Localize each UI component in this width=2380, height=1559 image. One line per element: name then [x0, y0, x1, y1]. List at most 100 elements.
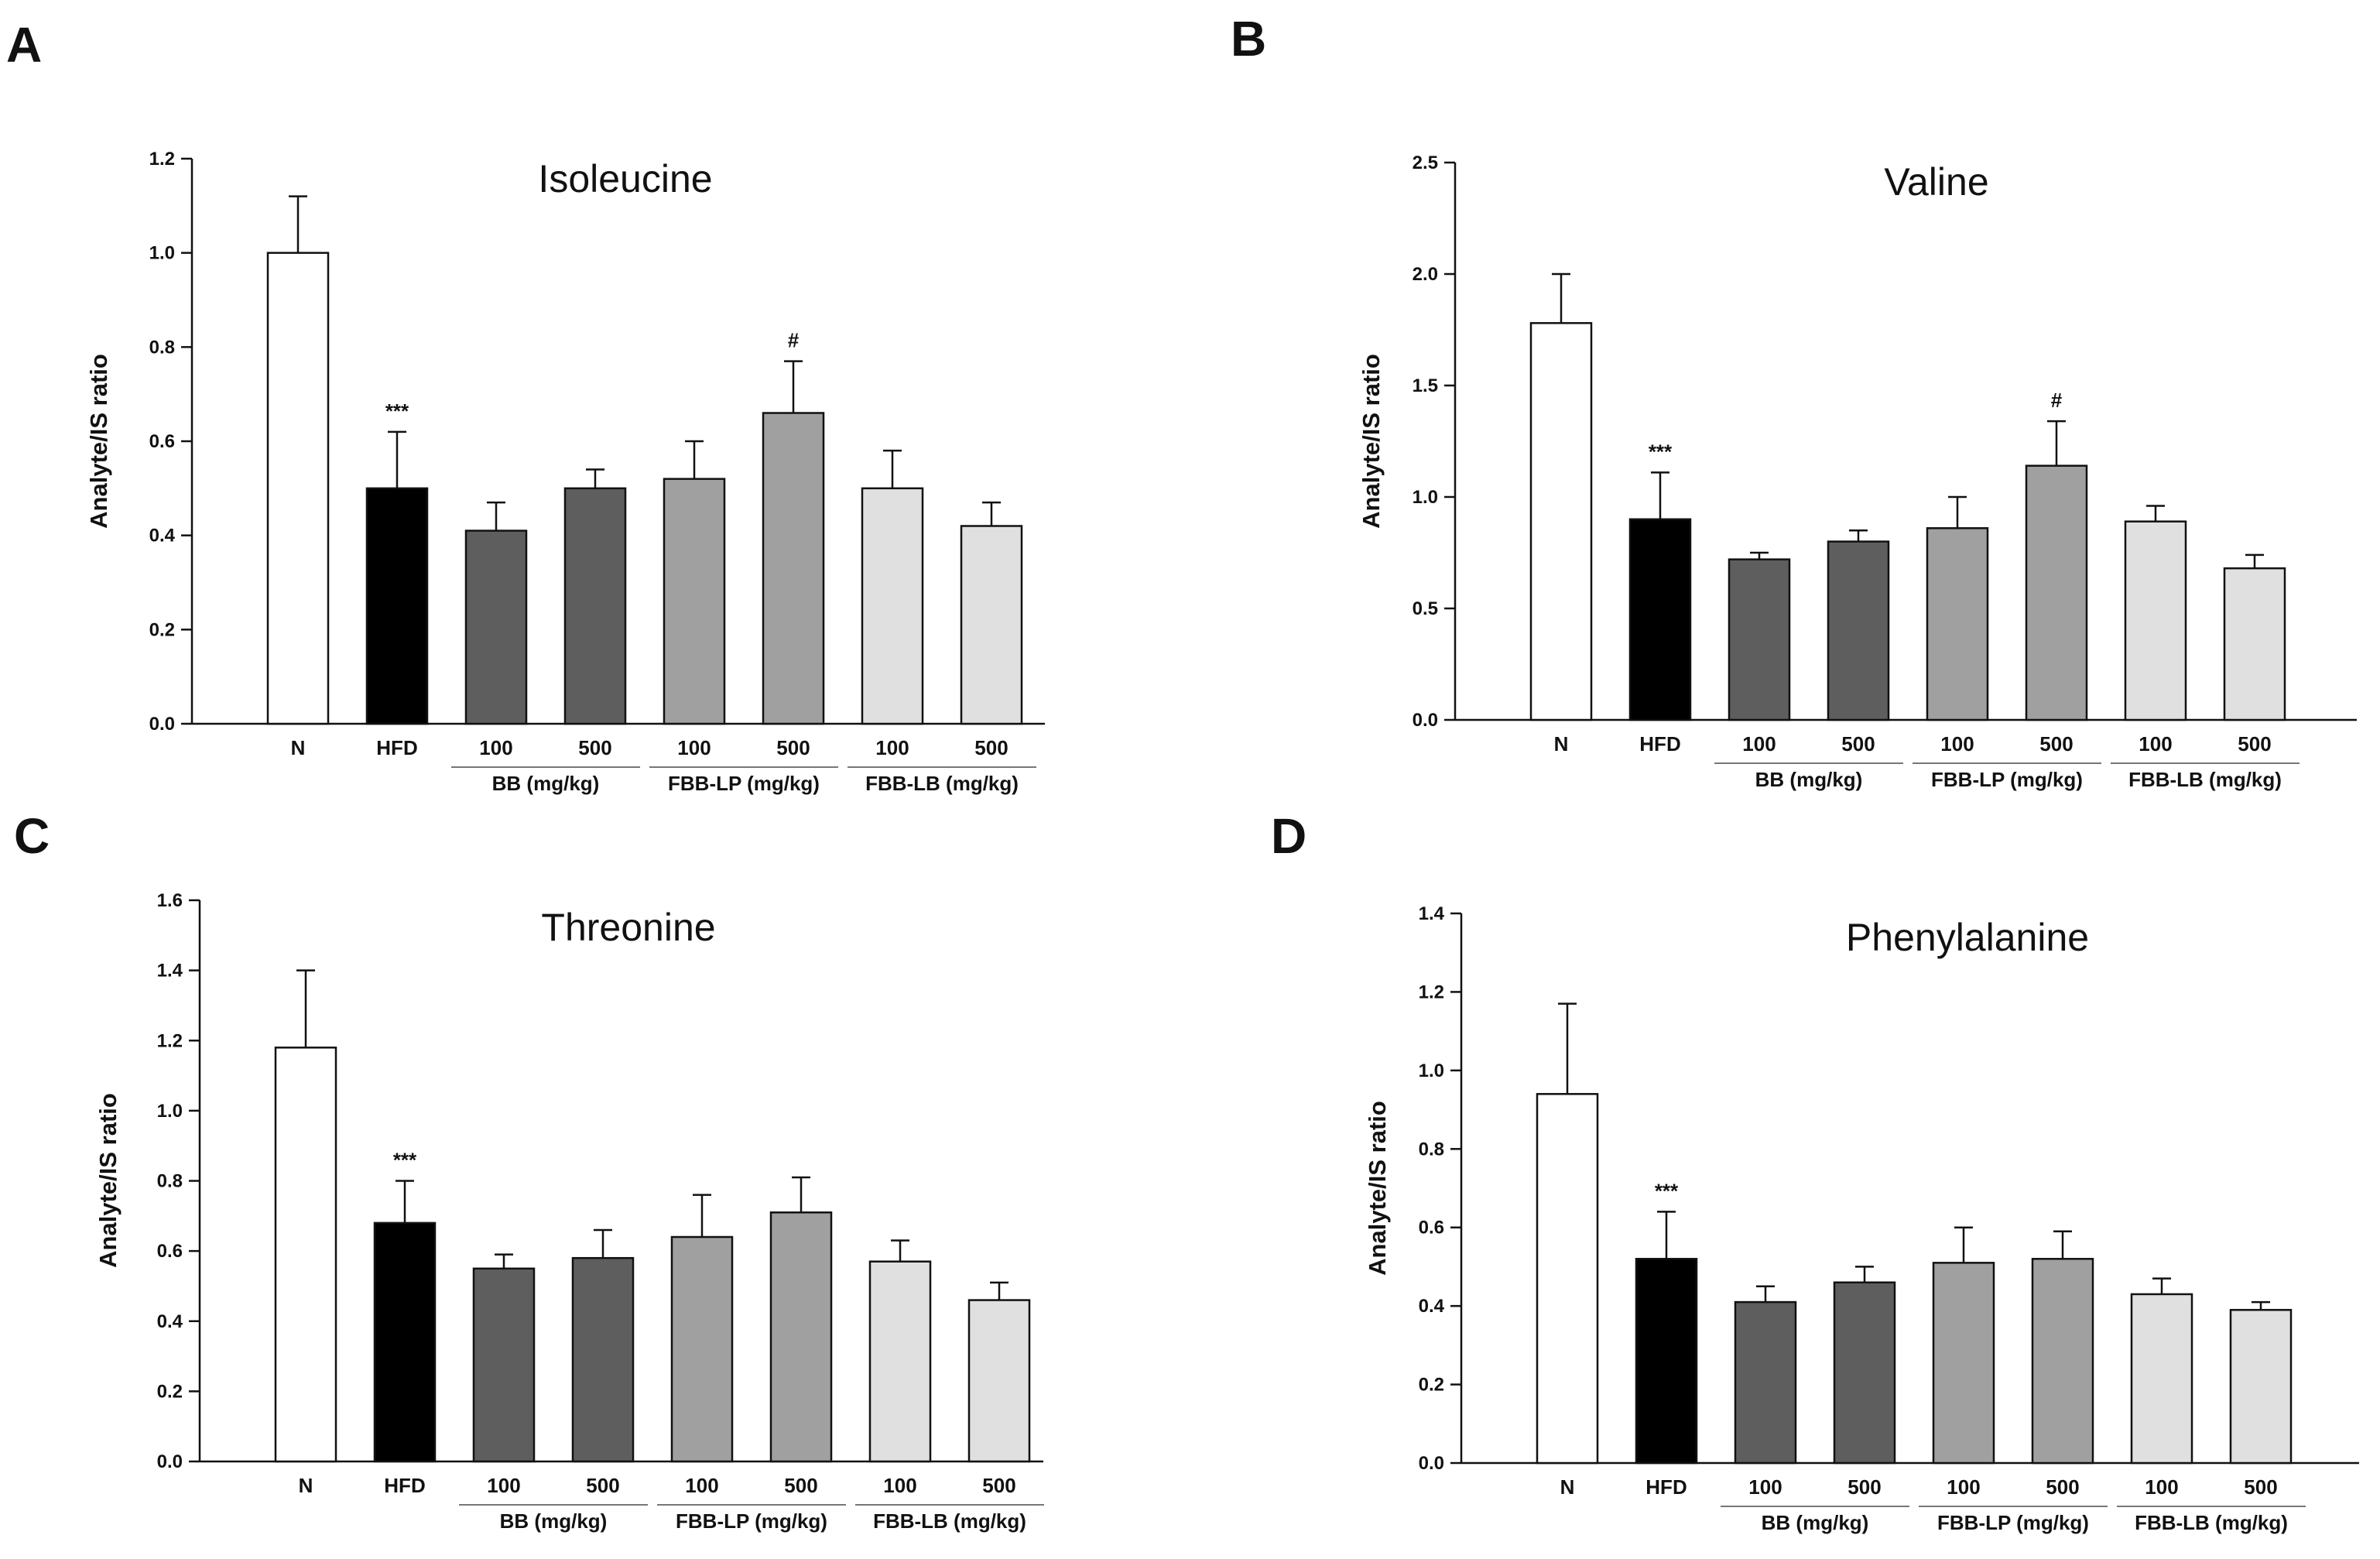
x-tick-label: 500	[2244, 1475, 2277, 1499]
chart-title: Valine	[1884, 160, 1988, 204]
chart-title: Phenylalanine	[1846, 916, 2089, 959]
y-tick-label: 0.4	[149, 526, 176, 547]
bar	[2031, 1258, 2094, 1465]
x-tick-label: N	[1560, 1475, 1575, 1499]
y-axis-label: Analyte/IS ratio	[1358, 354, 1385, 529]
bar	[1827, 540, 1890, 721]
bar	[365, 487, 429, 725]
x-tick-label: 100	[1748, 1475, 1782, 1499]
y-tick-label: 2.0	[1413, 264, 1438, 285]
group-label: FBB-LB (mg/kg)	[873, 1509, 1026, 1533]
group-label: FBB-LB (mg/kg)	[2128, 768, 2282, 791]
panel-letter: B	[1231, 11, 1266, 67]
y-tick-label: 1.2	[1419, 982, 1444, 1002]
bar	[967, 1299, 1031, 1463]
y-tick-label: 0.0	[1413, 710, 1438, 731]
bar	[2025, 464, 2088, 721]
significance-label: ***	[393, 1149, 417, 1172]
y-tick-label: 0.4	[1419, 1296, 1445, 1317]
y-tick-label: 1.0	[1419, 1060, 1444, 1081]
x-tick-label: 500	[776, 736, 810, 759]
x-tick-label: HFD	[1645, 1475, 1687, 1499]
chart-panel-a: A Isoleucine Analyte/IS ratio 0.0 0.2 0.4 0.6 0…	[6, 17, 1045, 795]
y-tick-label: 0.0	[157, 1451, 183, 1472]
bar	[571, 1256, 635, 1463]
x-tick-label: 500	[578, 736, 611, 759]
x-tick-label: 500	[982, 1474, 1015, 1497]
y-tick-label: 1.0	[1413, 487, 1438, 508]
bar	[868, 1260, 932, 1463]
x-tick-label: 500	[2039, 732, 2073, 756]
y-tick-label: 0.5	[1413, 598, 1438, 619]
y-tick-label: 0.4	[157, 1311, 183, 1332]
panel-letter: A	[6, 17, 42, 73]
x-tick-label: HFD	[376, 736, 417, 759]
bar	[1728, 558, 1791, 721]
x-tick-label: 100	[875, 736, 909, 759]
y-tick-label: 0.2	[1419, 1375, 1444, 1396]
bar	[266, 252, 330, 725]
bar	[2130, 1293, 2193, 1465]
x-tick-label: 100	[487, 1474, 520, 1497]
x-tick-label: 500	[784, 1474, 817, 1497]
y-axis-label: Analyte/IS ratio	[94, 1093, 122, 1268]
bar	[2223, 567, 2286, 721]
bar	[464, 529, 528, 725]
y-tick-label: 0.2	[157, 1381, 183, 1402]
y-tick-label: 1.4	[157, 961, 183, 982]
y-tick-label: 0.6	[1419, 1218, 1444, 1239]
group-label: FBB-LP (mg/kg)	[668, 772, 820, 795]
significance-label: ***	[385, 399, 409, 423]
bar	[373, 1222, 437, 1463]
chart-title: Isoleucine	[538, 157, 712, 200]
x-tick-label: 500	[586, 1474, 619, 1497]
x-tick-label: 500	[1841, 732, 1875, 756]
bar	[670, 1235, 734, 1463]
y-tick-label: 0.8	[149, 337, 175, 358]
chart-title: Threonine	[541, 906, 715, 949]
y-tick-label: 0.8	[157, 1171, 183, 1192]
x-tick-label: 500	[974, 736, 1008, 759]
x-tick-label: 100	[479, 736, 512, 759]
bar	[861, 487, 924, 725]
group-label: FBB-LB (mg/kg)	[2135, 1511, 2288, 1534]
group-label: FBB-LP (mg/kg)	[676, 1509, 827, 1533]
x-tick-label: 100	[883, 1474, 916, 1497]
x-tick-label: 100	[1947, 1475, 1980, 1499]
x-tick-label: 500	[1847, 1475, 1881, 1499]
y-tick-label: 1.0	[157, 1101, 183, 1122]
x-tick-label: 100	[2139, 732, 2172, 756]
significance-label: ***	[1655, 1179, 1679, 1202]
x-tick-label: N	[291, 736, 306, 759]
x-tick-label: 100	[1742, 732, 1776, 756]
x-tick-label: 100	[1940, 732, 1974, 756]
x-tick-label: N	[1554, 732, 1569, 756]
panel-letter: C	[14, 808, 50, 864]
y-axis-label: Analyte/IS ratio	[85, 354, 112, 529]
bar	[2229, 1308, 2293, 1465]
group-label: FBB-LP (mg/kg)	[1937, 1511, 2089, 1534]
bar	[563, 487, 627, 725]
y-axis-label: Analyte/IS ratio	[1364, 1101, 1391, 1276]
x-tick-label: HFD	[384, 1474, 425, 1497]
bar	[2124, 520, 2187, 721]
bar	[1536, 1093, 1599, 1465]
y-tick-label: 1.5	[1413, 375, 1438, 396]
x-tick-label: HFD	[1639, 732, 1680, 756]
bar	[1932, 1262, 1995, 1465]
panel-letter: D	[1271, 808, 1306, 864]
y-tick-label: 1.0	[149, 243, 175, 264]
bar	[1635, 1258, 1698, 1465]
x-tick-label: 100	[685, 1474, 718, 1497]
bar	[1734, 1300, 1797, 1465]
y-tick-label: 1.2	[157, 1030, 183, 1051]
y-tick-label: 0.6	[157, 1241, 183, 1262]
group-label: BB (mg/kg)	[500, 1509, 608, 1533]
y-tick-label: 1.4	[1419, 903, 1445, 924]
chart-panel-b: B Valine Analyte/IS ratio 0.0 0.5 1.0 1.5 2.0 2.…	[1231, 11, 2357, 791]
x-tick-label: N	[299, 1474, 313, 1497]
chart-panel-c: C Threonine Analyte/IS ratio 0.0 0.2 0.4 0.6 0.…	[14, 808, 1044, 1533]
y-tick-label: 0.0	[149, 714, 175, 735]
bar	[762, 412, 825, 725]
